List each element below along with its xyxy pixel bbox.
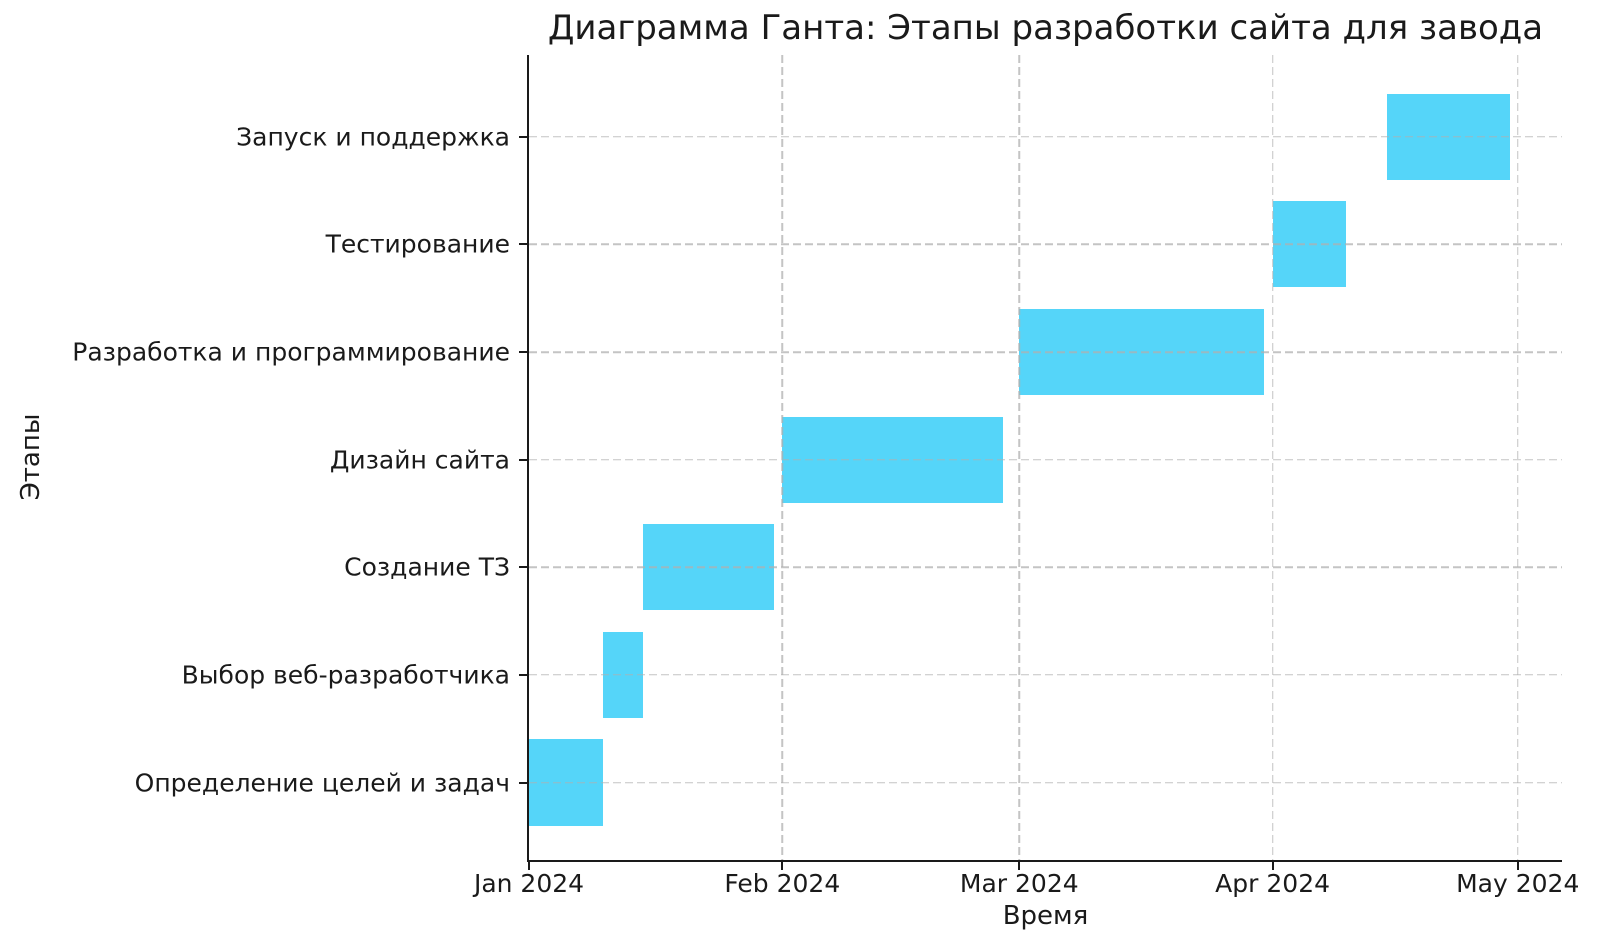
x-tick-label: Apr 2024 [1215,869,1331,898]
grid-line-vertical [1018,55,1021,860]
y-tick-mark [519,566,527,569]
x-axis-label: Время [1002,901,1089,931]
x-tick-mark [1271,862,1274,870]
y-tick-label: Дизайн сайта [329,445,510,475]
grid-line-horizontal [529,243,1562,246]
grid-line-horizontal [529,781,1562,784]
x-tick-mark [1516,862,1519,870]
x-tick-label: Mar 2024 [959,869,1079,898]
grid-line-horizontal [529,458,1562,461]
y-axis-spine [527,55,529,862]
chart-title: Диаграмма Ганта: Этапы разработки сайта … [547,8,1544,48]
y-tick-mark [519,673,527,676]
y-tick-label: Тестирование [325,229,510,259]
x-tick-label: Feb 2024 [724,869,841,898]
grid-line-horizontal [529,351,1562,353]
grid-line-vertical [781,55,784,860]
grid-line-vertical [1271,55,1274,860]
y-axis-label: Этапы [16,413,46,501]
grid-line-horizontal [529,566,1562,569]
grid-line-horizontal [529,674,1562,676]
grid-line-vertical [1516,55,1519,860]
y-tick-mark [519,781,527,784]
x-tick-label: May 2024 [1456,869,1580,898]
x-tick-label: Jan 2024 [473,869,585,898]
y-tick-label: Создание ТЗ [344,552,510,582]
y-tick-label: Запуск и поддержка [236,122,510,152]
x-tick-mark [781,862,784,870]
y-tick-mark [519,351,527,354]
y-tick-label: Разработка и программирование [72,337,510,367]
x-tick-mark [528,862,530,870]
y-tick-mark [519,458,527,461]
x-axis-spine [527,860,1562,862]
y-tick-label: Выбор веб-разработчика [181,660,510,690]
x-tick-mark [1018,862,1021,870]
y-tick-label: Определение целей и задач [134,768,510,797]
y-tick-mark [519,243,527,246]
plot-area: Jan 2024 Feb 2024 Mar 2024 Apr 2024 May 2024… [72,55,1579,896]
y-tick-mark [519,135,527,138]
grid-line-horizontal [529,136,1562,138]
